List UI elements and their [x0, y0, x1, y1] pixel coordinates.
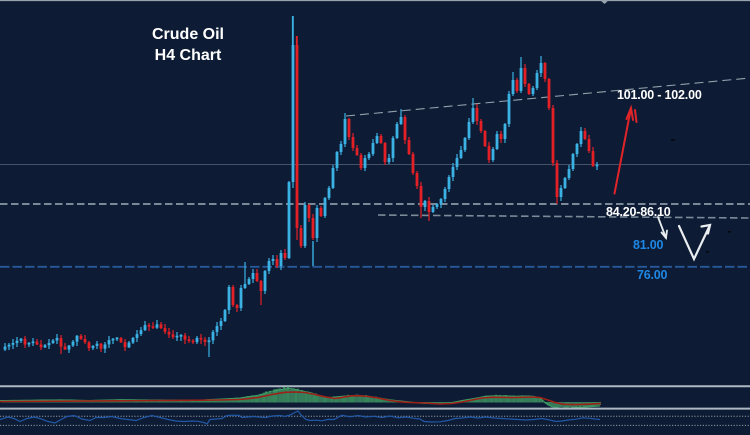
svg-text:Crude Oil: Crude Oil [152, 26, 224, 43]
svg-text:H4 Chart: H4 Chart [155, 47, 222, 64]
svg-text:84.20-86.10: 84.20-86.10 [606, 205, 671, 219]
svg-text:76.00: 76.00 [637, 268, 668, 282]
svg-text:101.00 - 102.00: 101.00 - 102.00 [617, 88, 702, 102]
svg-text:81.00: 81.00 [633, 238, 664, 252]
